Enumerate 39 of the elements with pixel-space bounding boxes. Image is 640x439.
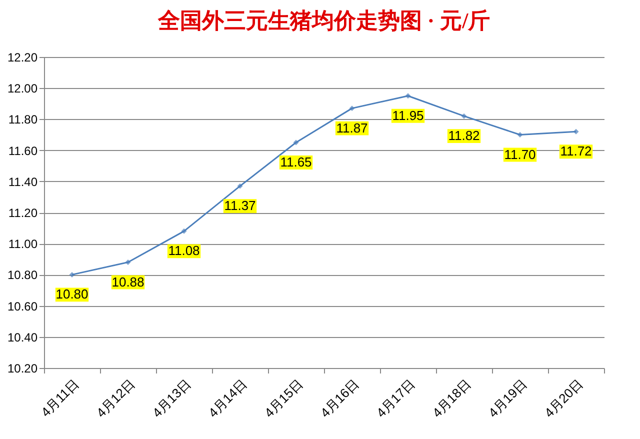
data-label: 11.87	[336, 120, 368, 136]
y-tick-label: 11.80	[8, 112, 38, 127]
y-tick-label: 11.60	[8, 144, 38, 158]
y-tick-label: 10.40	[7, 330, 38, 344]
point	[69, 272, 75, 278]
point	[405, 93, 411, 99]
x-tick-label: 4月18日	[429, 376, 474, 420]
chart-title: 全国外三元生猪均价走势图 · 元/斤	[156, 8, 490, 33]
point	[237, 183, 243, 189]
data-label: 11.37	[224, 198, 256, 214]
y-tick-label: 11.20	[8, 206, 38, 220]
data-label: 11.72	[560, 144, 592, 159]
data-label: 10.80	[56, 286, 88, 302]
x-tick-label: 4月11日	[38, 376, 82, 420]
x-tick-label: 4月13日	[149, 376, 194, 420]
data-label: 11.70	[504, 146, 536, 162]
data-label: 11.95	[392, 108, 424, 123]
y-tick-label: 10.60	[7, 299, 38, 314]
point	[293, 140, 299, 146]
y-tick-label: 12.20	[7, 50, 38, 64]
x-tick-label: 4月20日	[541, 376, 586, 420]
y-tick-label: 10.80	[7, 268, 38, 282]
x-tick-label: 4月12日	[93, 376, 138, 420]
point	[461, 113, 467, 119]
point	[349, 106, 355, 112]
data-label: 11.08	[168, 243, 200, 258]
x-tick-label: 4月19日	[485, 376, 530, 420]
x-tick-label: 4月17日	[373, 376, 418, 420]
x-tick-label: 4月14日	[205, 376, 250, 420]
data-label: 11.65	[280, 154, 312, 170]
y-tick-label: 10.20	[7, 362, 38, 376]
x-tick-label: 4月15日	[261, 376, 306, 420]
data-label: 10.88	[112, 274, 144, 290]
y-tick-label: 12.00	[7, 82, 38, 96]
y-tick-label: 11.40	[8, 174, 38, 189]
data-label: 11.82	[448, 128, 480, 144]
point	[181, 228, 187, 234]
x-tick-label: 4月16日	[317, 376, 362, 420]
y-tick-label: 11.00	[8, 237, 38, 252]
